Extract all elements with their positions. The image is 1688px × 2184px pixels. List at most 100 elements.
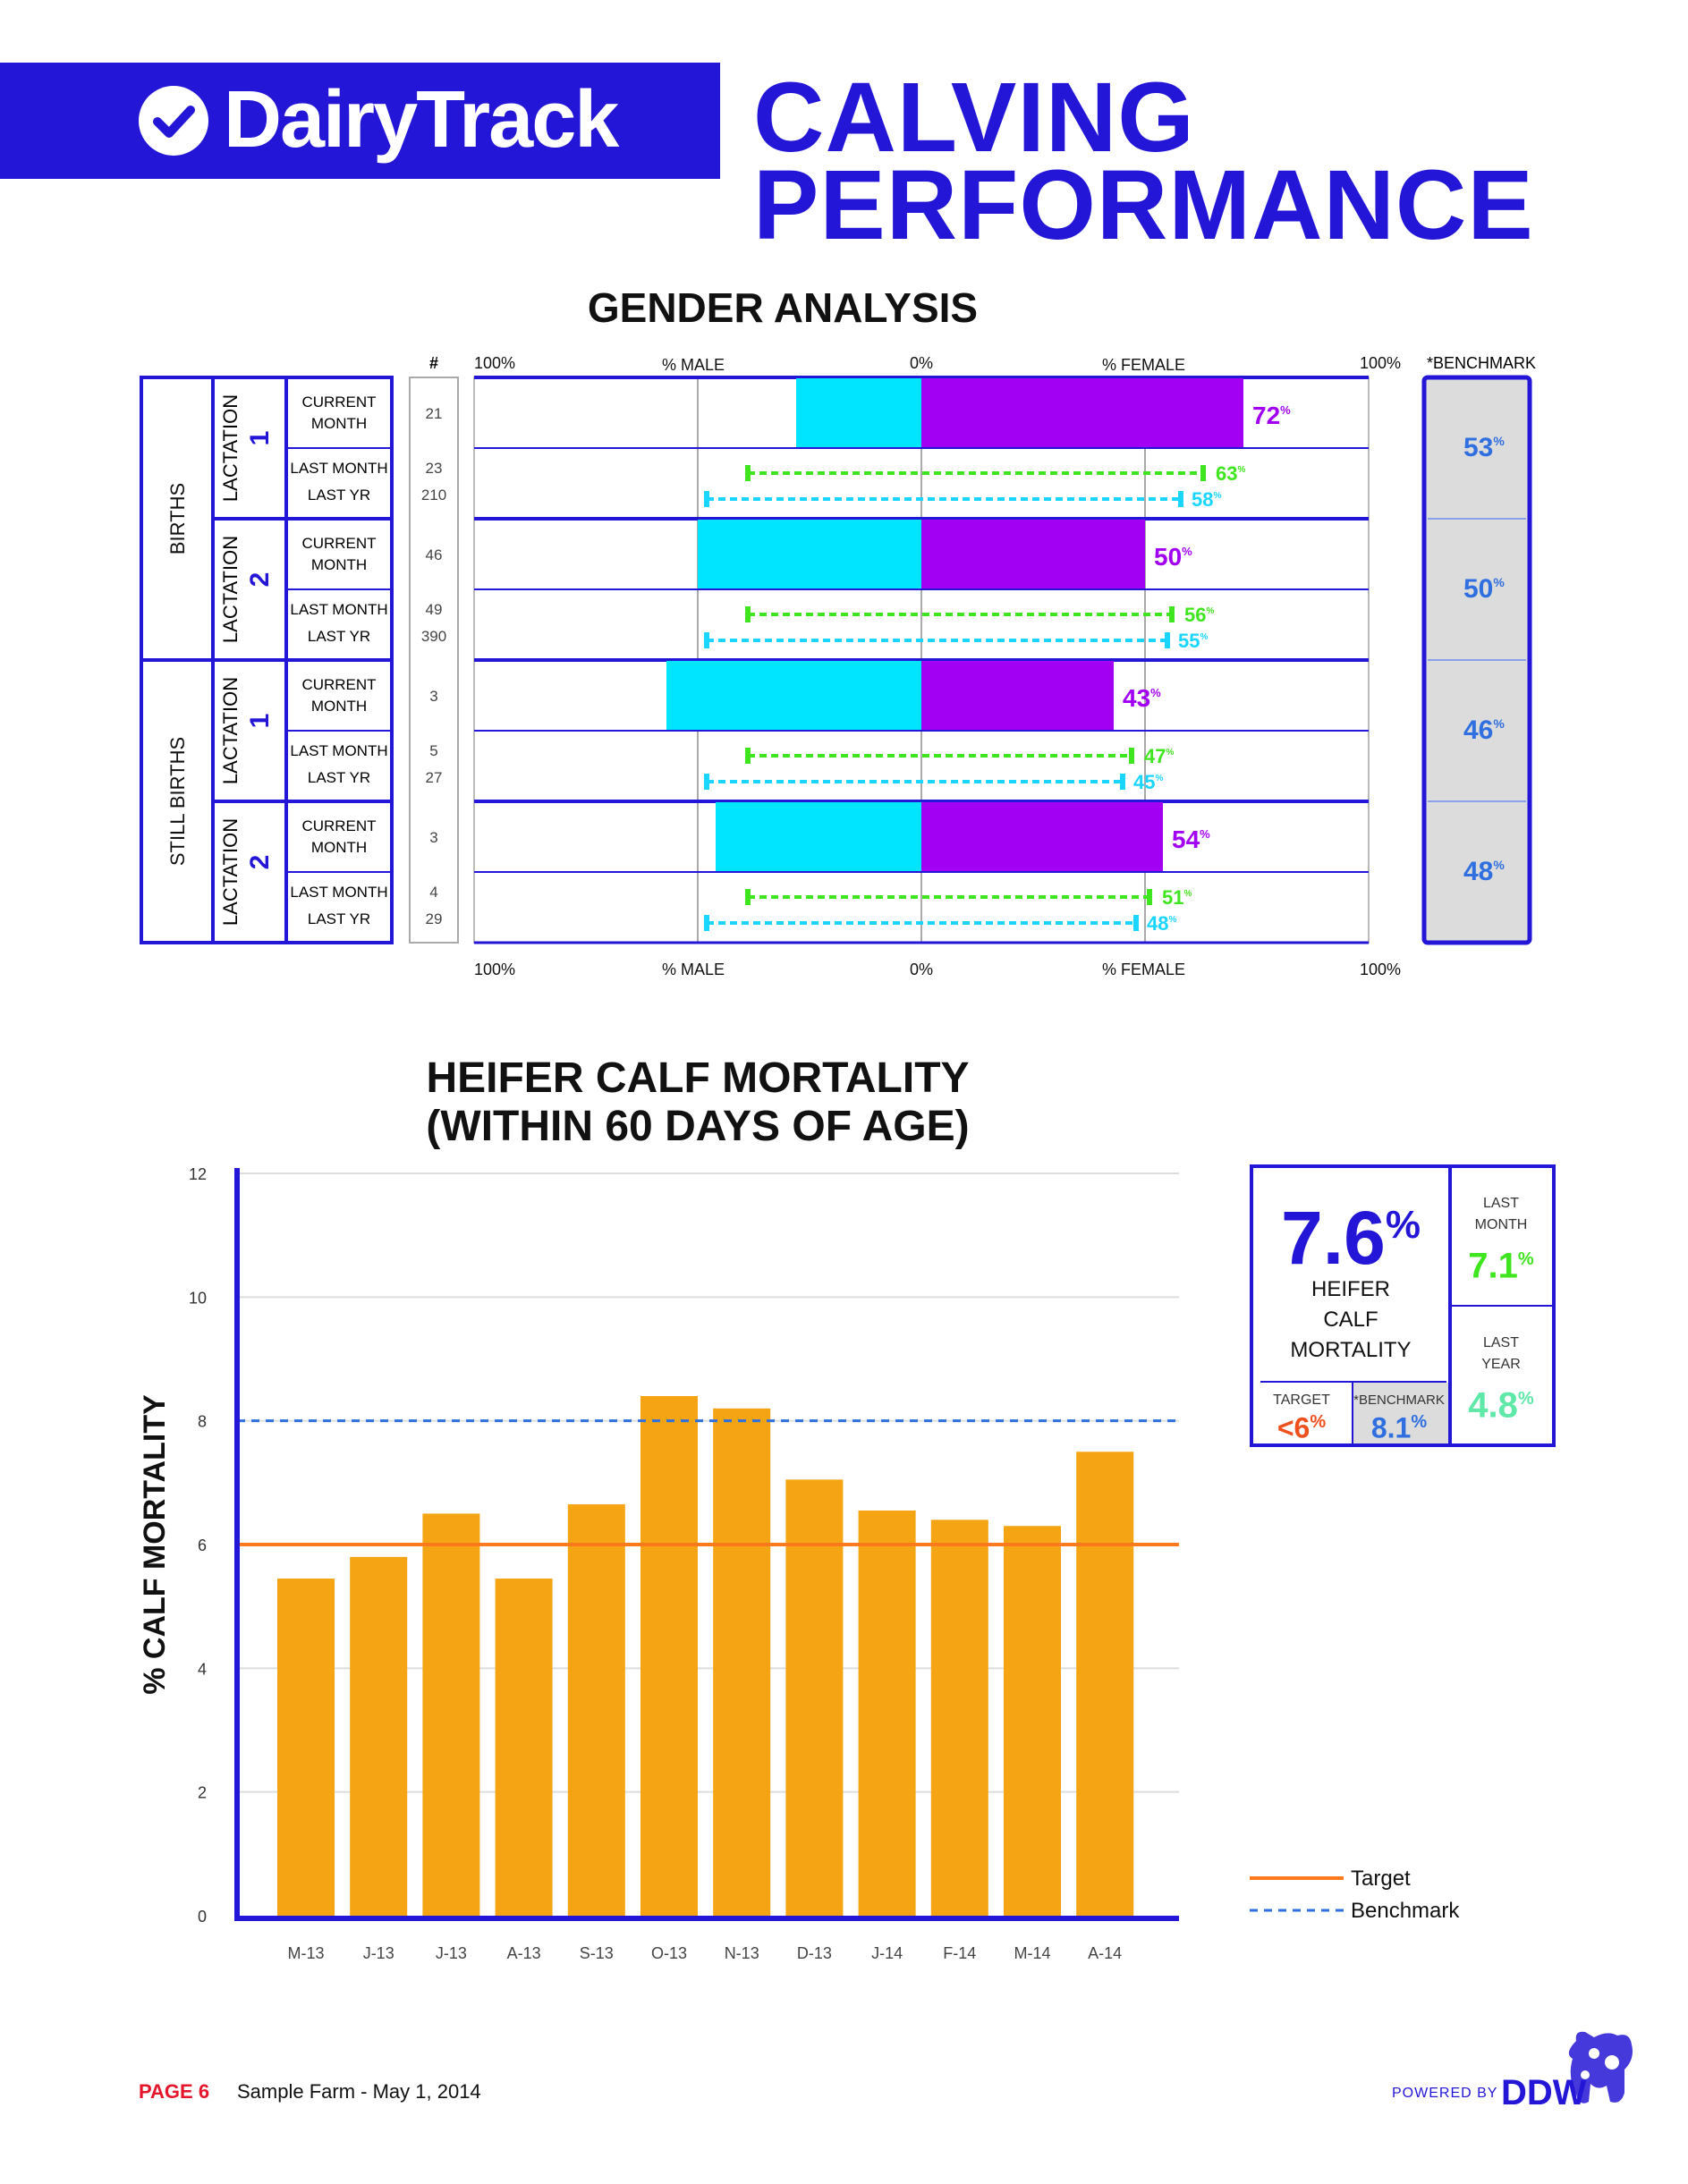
y-tick-label: 12 bbox=[189, 1165, 207, 1183]
scale-label-bottom: 0% bbox=[910, 961, 933, 978]
last-year-label-1: LAST bbox=[1482, 1335, 1519, 1350]
brand-bar bbox=[0, 63, 720, 179]
benchmark-value: 46% bbox=[1463, 715, 1505, 745]
scale-label-top: 100% bbox=[474, 354, 515, 372]
male-bar bbox=[666, 661, 921, 730]
row-label-last-year: LAST YR bbox=[308, 769, 370, 786]
scale-label-bottom: % FEMALE bbox=[1102, 961, 1185, 978]
last-year-label: 45% bbox=[1133, 771, 1163, 793]
mortality-summary-box bbox=[1250, 1164, 1556, 1447]
row-label-last-year: LAST YR bbox=[308, 487, 370, 504]
x-tick-label: M-14 bbox=[1014, 1944, 1050, 1962]
x-tick-label: D-13 bbox=[797, 1944, 832, 1962]
bar bbox=[277, 1579, 335, 1916]
bar bbox=[350, 1556, 408, 1916]
y-tick-label: 6 bbox=[198, 1536, 207, 1554]
benchmark-cell bbox=[1352, 1383, 1448, 1443]
bar bbox=[930, 1519, 988, 1916]
lactation-label: LACTATION bbox=[219, 818, 242, 926]
mortality-title-line1: HEIFER CALF MORTALITY bbox=[426, 1054, 970, 1102]
last-year-label: 55% bbox=[1178, 630, 1208, 652]
target-value: <6% bbox=[1277, 1411, 1327, 1444]
last-year-cap bbox=[704, 491, 709, 507]
footer-powered-by: POWERED BY bbox=[1392, 2086, 1498, 2101]
count-last-month: 5 bbox=[429, 742, 437, 759]
count-last-year: 29 bbox=[426, 910, 443, 927]
last-month-label: 56% bbox=[1184, 604, 1214, 626]
brand-name: DairyTrack bbox=[224, 75, 619, 165]
scale-label-top: 100% bbox=[1360, 354, 1401, 372]
row-label-last-month: LAST MONTH bbox=[290, 460, 387, 477]
last-month-cap bbox=[745, 748, 751, 764]
legend-target-label: Target bbox=[1351, 1867, 1411, 1891]
mortality-label-1: HEIFER bbox=[1311, 1277, 1390, 1301]
y-tick-label: 4 bbox=[198, 1660, 207, 1678]
footer-farm-date: Sample Farm - May 1, 2014 bbox=[237, 2080, 481, 2103]
last-month-cap bbox=[745, 606, 751, 622]
y-tick-label: 0 bbox=[198, 1908, 207, 1926]
last-year-cap bbox=[1178, 491, 1183, 507]
last-year-cap bbox=[1120, 774, 1125, 790]
benchmark-value: 48% bbox=[1463, 857, 1505, 886]
legend-benchmark-label: Benchmark bbox=[1351, 1899, 1460, 1923]
summary-divider bbox=[1448, 1168, 1452, 1443]
gender-analysis-chart: 100% 100% % MALE % MALE 0% 0% % FEMALE % FEMALE… bbox=[140, 354, 1536, 978]
x-tick-label: J-13 bbox=[363, 1944, 394, 1962]
female-bar bbox=[921, 661, 1114, 730]
scale-label-top: % FEMALE bbox=[1102, 356, 1185, 374]
last-month-cap bbox=[1169, 606, 1175, 622]
last-month-label: 51% bbox=[1162, 886, 1192, 909]
lactation-label: LACTATION bbox=[219, 536, 242, 643]
bar bbox=[785, 1479, 844, 1916]
bar bbox=[567, 1504, 625, 1916]
footer-page-number: PAGE 6 bbox=[139, 2080, 210, 2103]
mortality-main-value: 7.6% bbox=[1281, 1196, 1421, 1280]
row-label-last-month: LAST MONTH bbox=[290, 742, 387, 759]
summary-divider bbox=[1452, 1305, 1552, 1307]
row-label-last-month: LAST MONTH bbox=[290, 884, 387, 901]
bar bbox=[640, 1396, 698, 1916]
mortality-bar-chart: 0 2 4 6 8 10 12 M-13 J-13 J-13 A-13 S-13 O-13 N-13 D-1… bbox=[138, 1165, 1460, 1962]
y-tick-label: 8 bbox=[198, 1413, 207, 1431]
female-bar-label: 54% bbox=[1172, 825, 1210, 853]
row-label-current: MONTH bbox=[311, 839, 367, 856]
last-year-cap bbox=[704, 774, 709, 790]
x-tick-label: F-14 bbox=[943, 1944, 976, 1962]
row-label-current: CURRENT bbox=[301, 676, 376, 693]
bar bbox=[858, 1510, 916, 1916]
cow-logo-icon bbox=[1568, 2031, 1633, 2104]
count-last-month: 4 bbox=[429, 884, 437, 901]
x-tick-label: N-13 bbox=[725, 1944, 759, 1962]
row-label-current: CURRENT bbox=[301, 394, 376, 411]
count-last-month: 49 bbox=[426, 601, 443, 618]
x-tick-label: J-14 bbox=[871, 1944, 903, 1962]
last-month-cap bbox=[1147, 889, 1152, 905]
bar bbox=[422, 1513, 480, 1916]
count-column bbox=[409, 377, 459, 944]
last-month-label-1: LAST bbox=[1482, 1196, 1519, 1211]
bar bbox=[713, 1408, 771, 1916]
x-tick-label: S-13 bbox=[580, 1944, 614, 1962]
benchmark-value: 50% bbox=[1463, 574, 1505, 604]
x-tick-label: M-13 bbox=[287, 1944, 324, 1962]
benchmark-label: *BENCHMARK bbox=[1353, 1393, 1445, 1408]
last-year-value: 4.8% bbox=[1468, 1385, 1534, 1426]
count-header: # bbox=[429, 354, 438, 372]
y-axis-label: % CALF MORTALITY bbox=[138, 1394, 172, 1695]
label-outer-frame bbox=[140, 376, 394, 944]
benchmark-value: 8.1% bbox=[1370, 1411, 1428, 1444]
lactation-number: 1 bbox=[245, 714, 275, 729]
count-current: 3 bbox=[429, 688, 437, 705]
last-year-label: 58% bbox=[1192, 488, 1221, 511]
last-month-cap bbox=[745, 889, 751, 905]
female-bar-label: 72% bbox=[1252, 402, 1291, 429]
last-year-cap bbox=[704, 915, 709, 931]
x-tick-label: A-13 bbox=[507, 1944, 541, 1962]
count-current: 3 bbox=[429, 829, 437, 846]
count-current: 46 bbox=[426, 546, 443, 563]
lactation-number: 1 bbox=[245, 431, 275, 446]
page-title-line2: PERFORMANCE bbox=[753, 150, 1534, 260]
count-last-year: 27 bbox=[426, 769, 443, 786]
benchmark-value: 53% bbox=[1463, 433, 1505, 462]
